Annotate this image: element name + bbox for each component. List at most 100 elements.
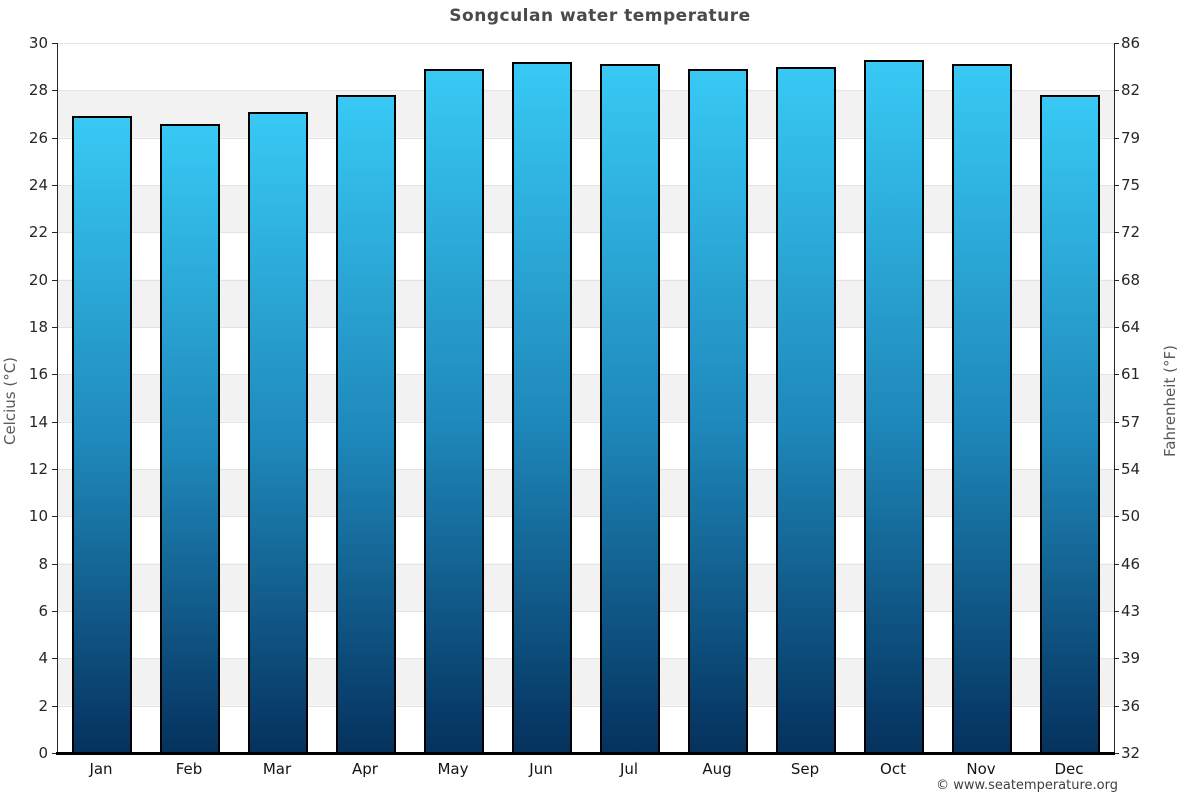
tickmark [1114, 469, 1119, 470]
gridline-4c [58, 658, 1114, 660]
x-tick-label-mar: Mar [262, 760, 292, 778]
y-left-tick-18: 18 [28, 318, 48, 336]
tickmark [1114, 563, 1119, 565]
tickmark [52, 705, 57, 707]
y-left-tick-26: 26 [28, 128, 48, 147]
y-left-tick-14: 14 [28, 412, 48, 431]
y-right-tick-39: 39 [1121, 649, 1141, 668]
y-right-tick-72: 72 [1121, 223, 1141, 242]
tickmark [52, 185, 57, 186]
x-axis-line [56, 752, 1115, 755]
x-tick-label-sep: Sep [790, 760, 820, 778]
y-left-tick-20: 20 [28, 270, 48, 289]
y-left-tick-6: 6 [38, 602, 48, 620]
tickmark [1114, 705, 1119, 707]
y-left-tick-28: 28 [28, 81, 48, 100]
tickmark [52, 327, 57, 328]
tickmark [1114, 374, 1119, 376]
tickmark [52, 469, 57, 470]
gridline-10c [58, 516, 1114, 518]
y-right-tick-32: 32 [1121, 744, 1141, 762]
tickmark [52, 516, 57, 518]
gridline-26c [58, 137, 1114, 139]
chart-title: Songculan water temperature [449, 6, 751, 26]
bar-dec [1040, 95, 1100, 753]
tickmark [52, 279, 57, 281]
tickmark [52, 137, 57, 139]
y-right-tick-64: 64 [1121, 318, 1141, 336]
gridline-2c [58, 705, 1114, 707]
y-left-tick-24: 24 [28, 176, 48, 194]
tickmark [1114, 137, 1119, 139]
bar-sep [776, 66, 836, 753]
bar-oct [864, 59, 924, 753]
bar-apr [336, 95, 396, 753]
bar-jan [72, 116, 132, 753]
bar-aug [688, 69, 748, 753]
y-right-tick-46: 46 [1121, 554, 1141, 573]
gridline-12c [58, 469, 1114, 470]
gridline-14c [58, 421, 1114, 423]
y-right-tick-36: 36 [1121, 696, 1141, 715]
x-tick-label-dec: Dec [1054, 760, 1084, 778]
gridline-6c [58, 611, 1114, 612]
tickmark [1114, 185, 1119, 186]
x-tick-label-feb: Feb [175, 760, 203, 778]
y-left-tick-10: 10 [28, 507, 48, 526]
x-tick-label-nov: Nov [966, 760, 996, 778]
gridline-22c [58, 232, 1114, 234]
tickmark [1114, 516, 1119, 518]
tickmark [1114, 232, 1119, 234]
y-axis-right-title: Fahrenheit (°F) [1161, 345, 1179, 457]
bar-mar [248, 111, 308, 753]
y-right-tick-79: 79 [1121, 128, 1141, 147]
bar-nov [952, 64, 1012, 753]
tickmark [52, 43, 57, 44]
gridline-30c [58, 43, 1114, 44]
x-tick-label-jan: Jan [89, 760, 113, 778]
x-tick-label-oct: Oct [880, 760, 906, 778]
y-right-tick-61: 61 [1121, 365, 1141, 384]
tickmark [52, 753, 57, 754]
tickmark [52, 611, 57, 612]
plot-area [57, 43, 1115, 753]
tickmark [1114, 279, 1119, 281]
y-axis-right-tick-labels: 32 36 39 43 46 50 54 57 61 64 68 72 75 79 82 86 [1121, 34, 1181, 762]
y-right-tick-86: 86 [1121, 34, 1141, 52]
x-tick-label-apr: Apr [352, 760, 378, 778]
gridline-18c [58, 327, 1114, 328]
bar-jun [512, 61, 572, 753]
y-left-tick-16: 16 [28, 365, 48, 384]
y-left-tick-30: 30 [28, 34, 48, 52]
y-right-tick-75: 75 [1121, 176, 1141, 194]
tickmark [1114, 753, 1119, 754]
bars-group [58, 43, 1114, 753]
y-right-tick-57: 57 [1121, 412, 1141, 431]
tickmark [52, 658, 57, 660]
copyright-text: © www.seatemperature.org [936, 778, 1118, 793]
y-right-tick-54: 54 [1121, 460, 1141, 478]
tickmark [52, 563, 57, 565]
gridline-20c [58, 279, 1114, 281]
y-left-tick-2: 2 [38, 696, 48, 715]
bar-feb [160, 123, 220, 753]
gridline-8c [58, 563, 1114, 565]
bar-jul [600, 64, 660, 753]
bar-may [424, 69, 484, 753]
tickmark [1114, 658, 1119, 660]
y-right-tick-50: 50 [1121, 507, 1141, 526]
tickmark [52, 90, 57, 92]
x-axis-tick-labels: Jan Feb Mar Apr May Jun Jul Aug Sep Oct Nov Dec [57, 760, 1113, 778]
y-right-tick-43: 43 [1121, 602, 1141, 620]
y-left-tick-0: 0 [38, 744, 48, 762]
tickmark [1114, 421, 1119, 423]
gridline-24c [58, 185, 1114, 186]
tickmark [1114, 90, 1119, 92]
tickmark [1114, 43, 1119, 44]
x-tick-label-may: May [437, 760, 469, 778]
x-tick-label-jul: Jul [619, 760, 639, 778]
y-left-tick-12: 12 [28, 460, 48, 478]
y-left-tick-22: 22 [28, 223, 48, 242]
y-right-tick-68: 68 [1121, 270, 1141, 289]
y-left-tick-4: 4 [38, 649, 48, 668]
